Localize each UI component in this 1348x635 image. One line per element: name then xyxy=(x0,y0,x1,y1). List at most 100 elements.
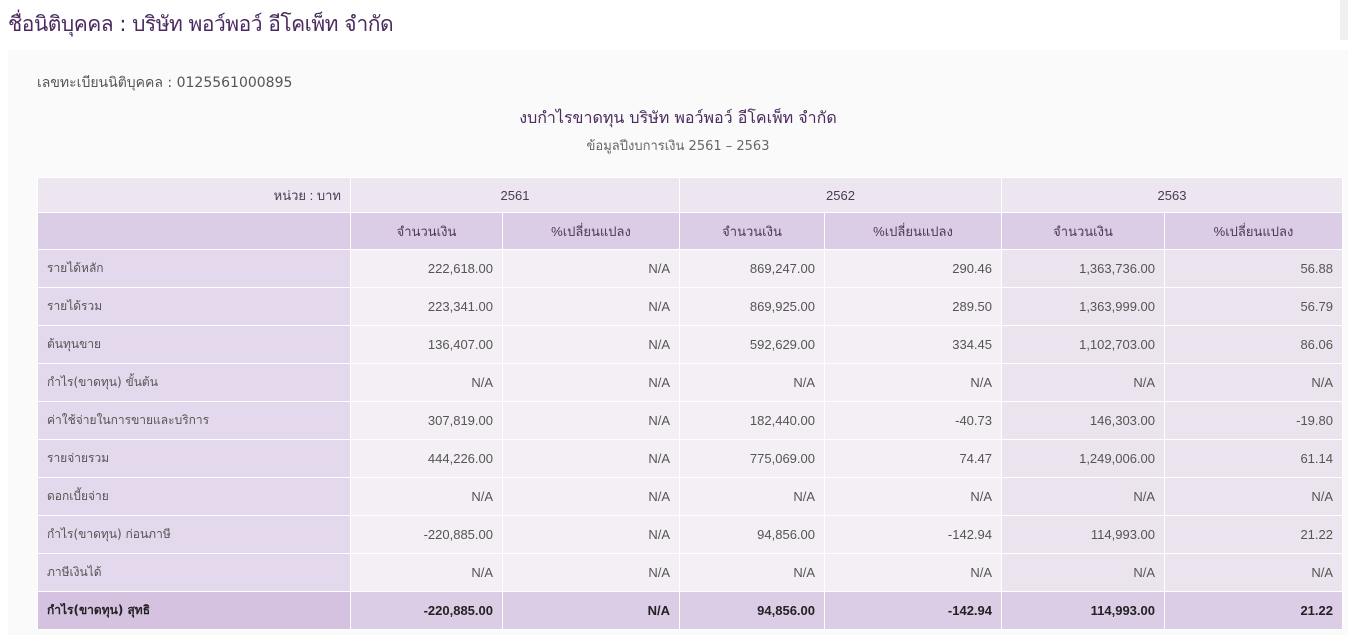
amount-cell: N/A xyxy=(1001,553,1165,592)
year-header: 2563 xyxy=(1001,177,1343,213)
total-row: กำไร(ขาดทุน) สุทธิ -220,885.00 N/A 94,856.0… xyxy=(37,591,1343,630)
change-cell: N/A xyxy=(824,477,1002,516)
change-cell: N/A xyxy=(1164,477,1343,516)
statement-title: งบกำไรขาดทุน บริษัท พอว์พอว์ อีโคเพ็ท จำ… xyxy=(519,108,837,127)
change-cell: N/A xyxy=(824,553,1002,592)
amount-cell: 94,856.00 xyxy=(679,515,825,554)
change-header: %เปลี่ยนแปลง xyxy=(1164,212,1343,250)
amount-cell: 222,618.00 xyxy=(350,249,503,288)
amount-cell: N/A xyxy=(1001,363,1165,402)
amount-cell: 1,249,006.00 xyxy=(1001,439,1165,478)
amount-cell: 223,341.00 xyxy=(350,287,503,326)
change-cell: N/A xyxy=(502,591,680,630)
amount-cell: N/A xyxy=(350,553,503,592)
amount-cell: 114,993.00 xyxy=(1001,591,1165,630)
empty-header xyxy=(37,212,351,250)
change-cell: -142.94 xyxy=(824,591,1002,630)
table-row: รายได้หลัก 222,618.00 N/A 869,247.00 290.46 1… xyxy=(37,249,1343,288)
table-row: รายจ่ายรวม 444,226.00 N/A 775,069.00 74.47 1,… xyxy=(37,439,1343,478)
statement-subtitle: ข้อมูลปีงบการเงิน 2561 – 2563 xyxy=(586,139,770,154)
amount-cell: 94,856.00 xyxy=(679,591,825,630)
amount-cell: -220,885.00 xyxy=(350,591,503,630)
year-header: 2561 xyxy=(350,177,680,213)
amount-cell: N/A xyxy=(679,477,825,516)
change-cell: 56.79 xyxy=(1164,287,1343,326)
table-row: ค่าใช้จ่ายในการขายและบริการ 307,819.00 N/A… xyxy=(37,401,1343,440)
amount-cell: 114,993.00 xyxy=(1001,515,1165,554)
amount-cell: 869,247.00 xyxy=(679,249,825,288)
amount-cell: 1,102,703.00 xyxy=(1001,325,1165,364)
change-cell: 86.06 xyxy=(1164,325,1343,364)
amount-cell: N/A xyxy=(1001,477,1165,516)
row-label: กำไร(ขาดทุน) สุทธิ xyxy=(37,591,351,630)
statement-panel: เลขทะเบียนนิติบุคคล : 0125561000895 งบกำ… xyxy=(8,50,1348,635)
change-cell: 21.22 xyxy=(1164,591,1343,630)
amount-cell: 1,363,999.00 xyxy=(1001,287,1165,326)
sub-header-row: จำนวนเงิน %เปลี่ยนแปลง จำนวนเงิน %เปลี่ย… xyxy=(37,212,1343,250)
table-row: ดอกเบี้ยจ่าย N/A N/A N/A N/A N/A N/A xyxy=(37,477,1343,516)
amount-cell: -220,885.00 xyxy=(350,515,503,554)
amount-cell: N/A xyxy=(679,363,825,402)
change-cell: N/A xyxy=(502,363,680,402)
change-cell: N/A xyxy=(502,249,680,288)
row-label: ภาษีเงินได้ xyxy=(37,553,351,592)
row-label: ค่าใช้จ่ายในการขายและบริการ xyxy=(37,401,351,440)
change-cell: -40.73 xyxy=(824,401,1002,440)
change-cell: 61.14 xyxy=(1164,439,1343,478)
change-header: %เปลี่ยนแปลง xyxy=(824,212,1002,250)
amount-cell: 136,407.00 xyxy=(350,325,503,364)
row-label: กำไร(ขาดทุน) ขั้นต้น xyxy=(37,363,351,402)
change-cell: 74.47 xyxy=(824,439,1002,478)
row-label: กำไร(ขาดทุน) ก่อนภาษี xyxy=(37,515,351,554)
table-row: ต้นทุนขาย 136,407.00 N/A 592,629.00 334.45 1,… xyxy=(37,325,1343,364)
income-statement-table: หน่วย : บาท 2561 2562 2563 จำนวนเงิน %เป… xyxy=(37,177,1343,630)
amount-cell: 146,303.00 xyxy=(1001,401,1165,440)
row-label: รายจ่ายรวม xyxy=(37,439,351,478)
row-label: ต้นทุนขาย xyxy=(37,325,351,364)
amount-cell: 182,440.00 xyxy=(679,401,825,440)
amount-cell: 307,819.00 xyxy=(350,401,503,440)
row-label: รายได้รวม xyxy=(37,287,351,326)
scrollbar[interactable] xyxy=(1340,0,1348,40)
year-header-row: หน่วย : บาท 2561 2562 2563 xyxy=(37,177,1343,213)
amount-header: จำนวนเงิน xyxy=(679,212,825,250)
change-cell: N/A xyxy=(1164,553,1343,592)
change-cell: 56.88 xyxy=(1164,249,1343,288)
row-label: ดอกเบี้ยจ่าย xyxy=(37,477,351,516)
change-cell: 334.45 xyxy=(824,325,1002,364)
change-cell: N/A xyxy=(502,287,680,326)
change-cell: N/A xyxy=(824,363,1002,402)
change-cell: N/A xyxy=(502,401,680,440)
change-cell: N/A xyxy=(502,477,680,516)
amount-header: จำนวนเงิน xyxy=(1001,212,1165,250)
amount-cell: 1,363,736.00 xyxy=(1001,249,1165,288)
change-cell: N/A xyxy=(502,325,680,364)
amount-cell: 869,925.00 xyxy=(679,287,825,326)
registration-number: เลขทะเบียนนิติบุคคล : 0125561000895 xyxy=(37,75,293,91)
amount-cell: N/A xyxy=(679,553,825,592)
table-row: รายได้รวม 223,341.00 N/A 869,925.00 289.50 1,… xyxy=(37,287,1343,326)
amount-cell: N/A xyxy=(350,477,503,516)
unit-label: หน่วย : บาท xyxy=(37,177,351,213)
table-row: กำไร(ขาดทุน) ขั้นต้น N/A N/A N/A N/A N/A N/A xyxy=(37,363,1343,402)
change-header: %เปลี่ยนแปลง xyxy=(502,212,680,250)
row-label: รายได้หลัก xyxy=(37,249,351,288)
amount-cell: 444,226.00 xyxy=(350,439,503,478)
change-cell: -19.80 xyxy=(1164,401,1343,440)
change-cell: N/A xyxy=(1164,363,1343,402)
change-cell: 289.50 xyxy=(824,287,1002,326)
change-cell: N/A xyxy=(502,515,680,554)
amount-cell: N/A xyxy=(350,363,503,402)
table-row: ภาษีเงินได้ N/A N/A N/A N/A N/A N/A xyxy=(37,553,1343,592)
change-cell: N/A xyxy=(502,553,680,592)
year-header: 2562 xyxy=(679,177,1002,213)
page-title: ชื่อนิติบุคคล : บริษัท พอว์พอว์ อีโคเพ็ท… xyxy=(8,12,394,36)
change-cell: -142.94 xyxy=(824,515,1002,554)
amount-header: จำนวนเงิน xyxy=(350,212,503,250)
table-row: กำไร(ขาดทุน) ก่อนภาษี -220,885.00 N/A 94,85… xyxy=(37,515,1343,554)
amount-cell: 592,629.00 xyxy=(679,325,825,364)
amount-cell: 775,069.00 xyxy=(679,439,825,478)
change-cell: N/A xyxy=(502,439,680,478)
change-cell: 21.22 xyxy=(1164,515,1343,554)
change-cell: 290.46 xyxy=(824,249,1002,288)
